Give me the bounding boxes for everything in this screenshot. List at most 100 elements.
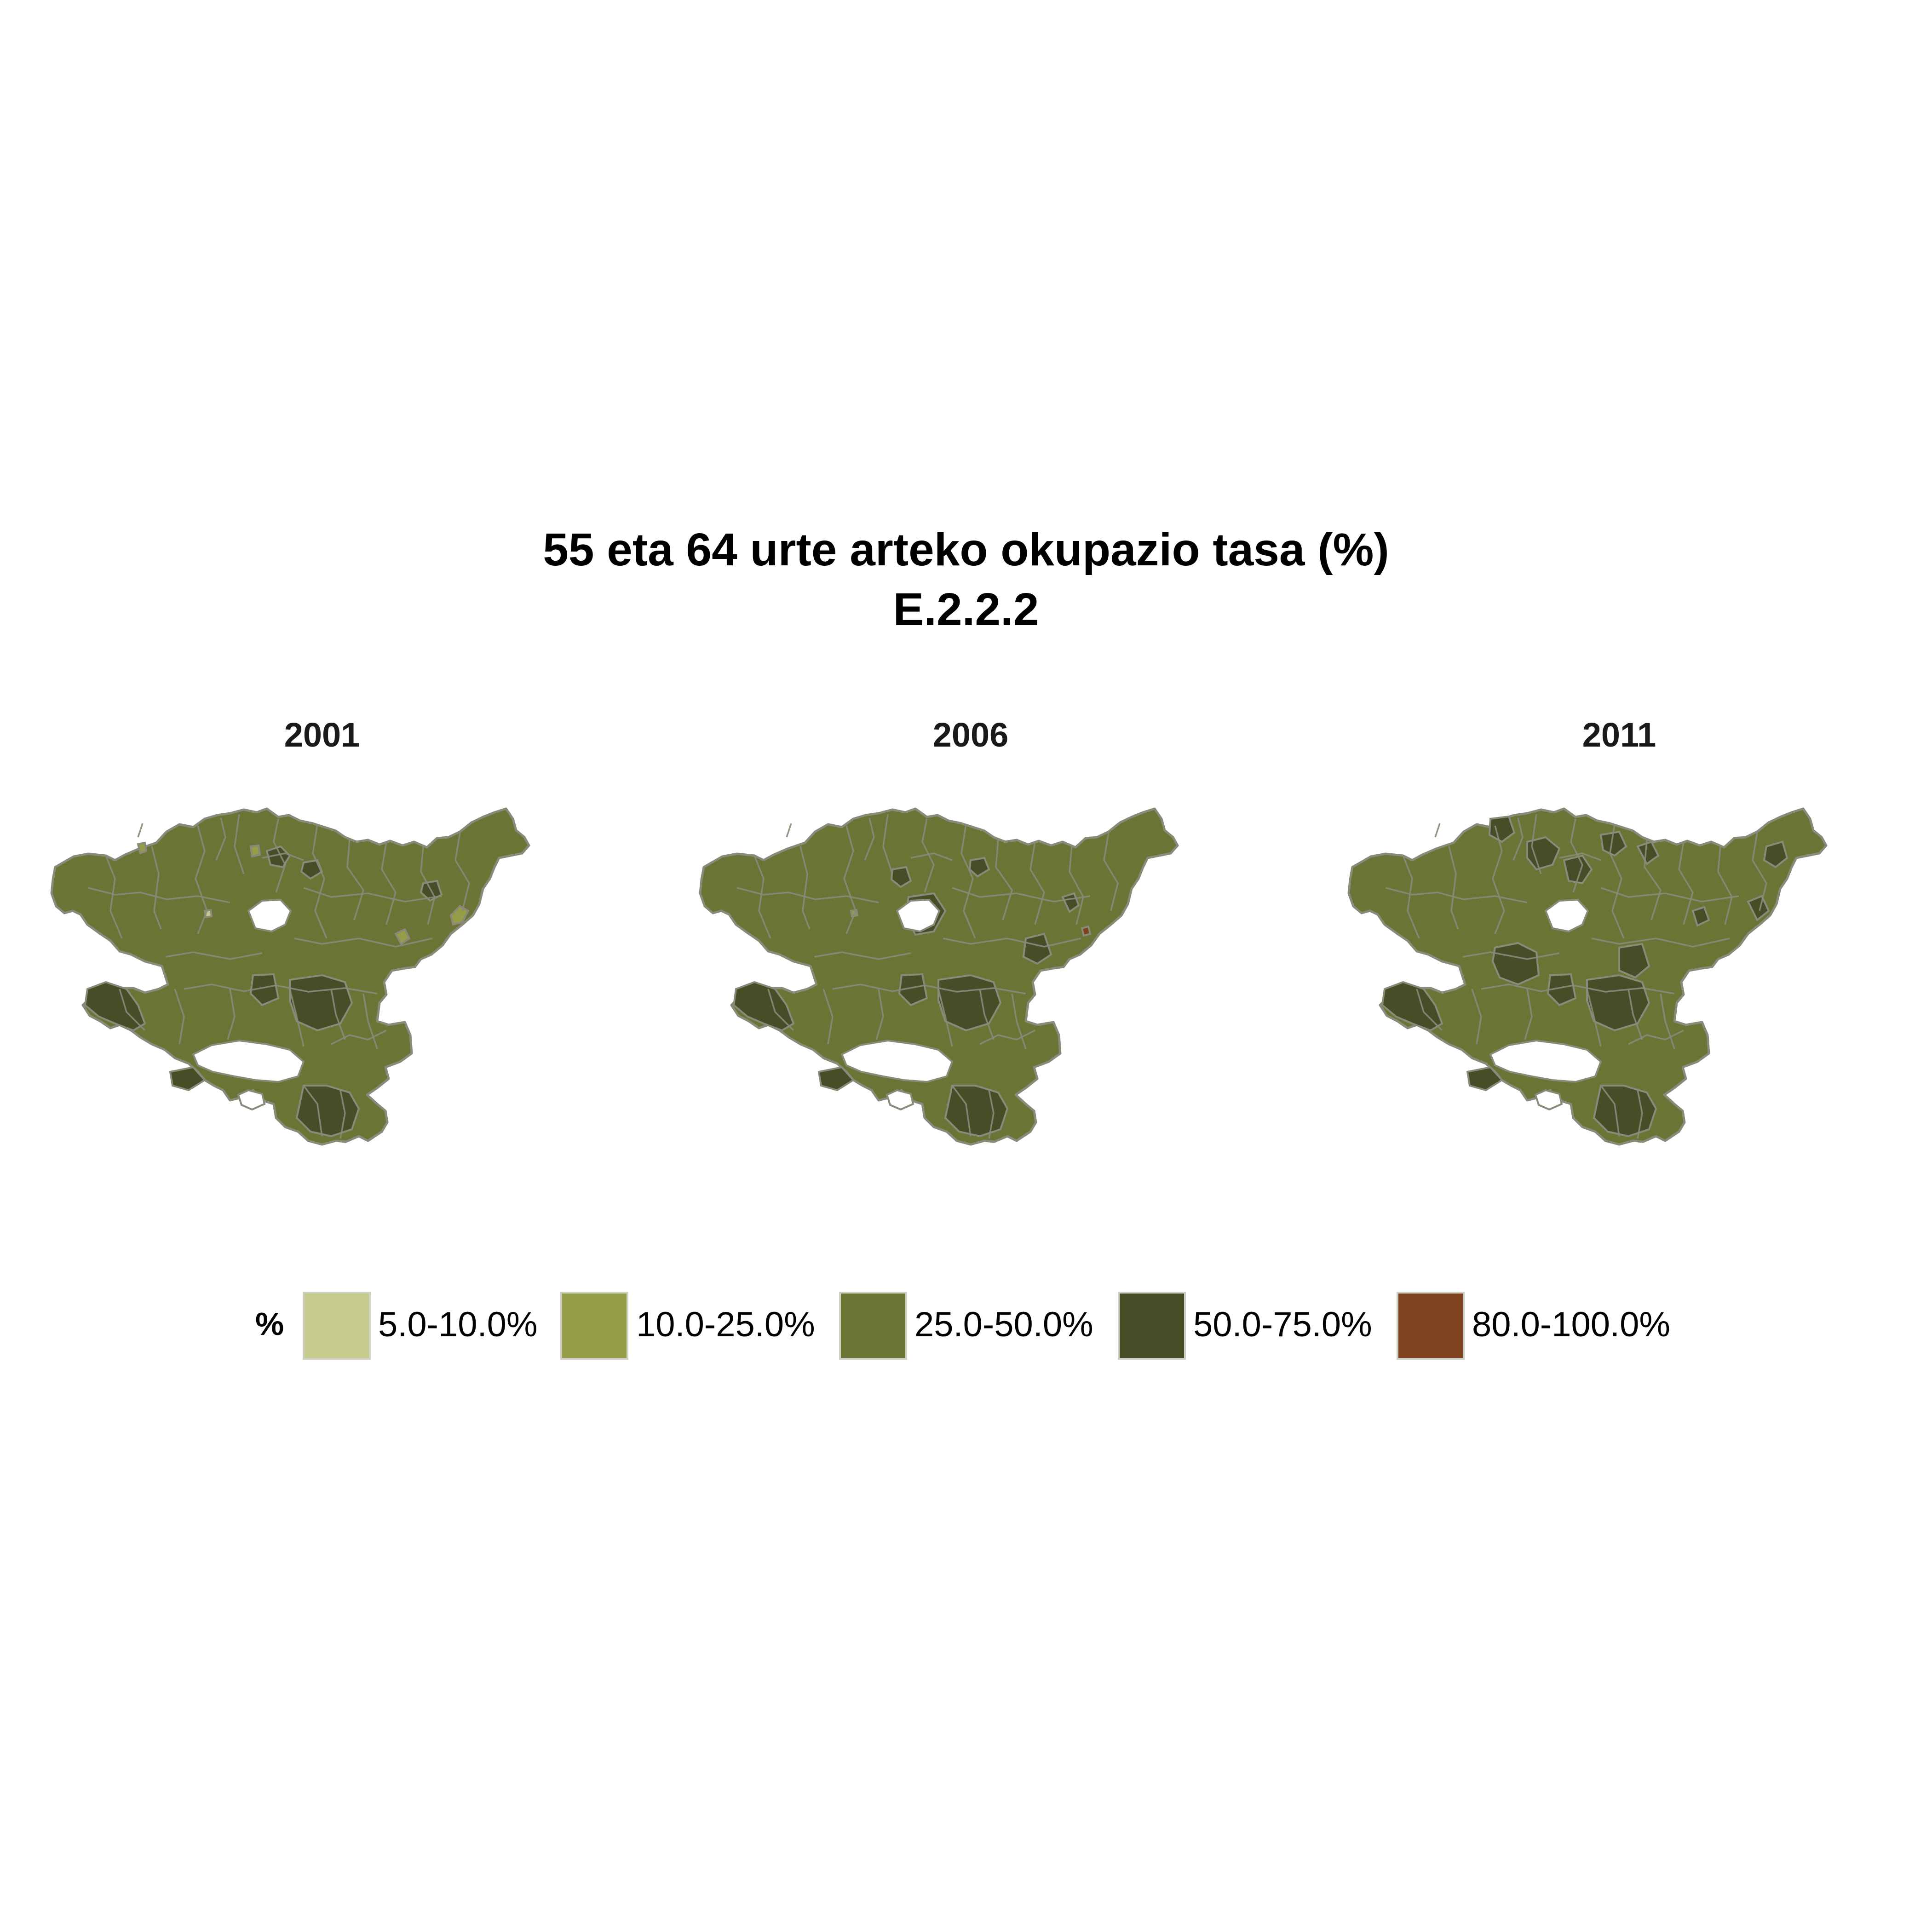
municipal-boundary [1717, 846, 1733, 925]
region-outline [1347, 807, 1828, 1146]
municipal-boundary [88, 887, 230, 903]
municipal-boundary [289, 989, 305, 1047]
municipal-boundary [119, 989, 146, 1031]
municipal-boundary [736, 887, 879, 903]
municipal-boundary [1069, 846, 1084, 925]
map-panel-2011 [1347, 807, 1828, 1146]
municipality-accent [1081, 925, 1092, 937]
municipal-boundary [995, 839, 1013, 920]
municipal-boundary [454, 832, 470, 911]
municipal-boundary [1524, 989, 1533, 1040]
map-geometry [1347, 807, 1828, 1146]
municipal-boundary [339, 1090, 346, 1139]
map-gap [840, 1039, 954, 1083]
municipal-boundary [799, 846, 811, 930]
municipality-dark [1022, 932, 1052, 965]
municipal-boundary [1591, 937, 1730, 948]
map-gap [1534, 1089, 1563, 1111]
municipal-boundary [952, 887, 1091, 903]
map-gap [896, 898, 941, 933]
municipal-boundary [814, 951, 911, 960]
municipal-boundary [1029, 841, 1045, 925]
municipal-boundary [1678, 841, 1694, 925]
legend-key-25-50 [839, 1292, 907, 1360]
municipal-boundary [1570, 818, 1583, 893]
municipal-boundary [381, 841, 397, 925]
municipality-dark [1526, 836, 1561, 871]
municipal-boundary [786, 823, 792, 838]
municipal-boundary [1627, 989, 1643, 1040]
region-outline [50, 807, 530, 1146]
legend-label-50-75: 50.0-75.0% [1193, 1305, 1372, 1344]
municipal-boundary [1385, 887, 1528, 903]
map-gap [237, 1089, 266, 1111]
municipal-boundary [1434, 823, 1441, 838]
municipality-dark [84, 981, 146, 1032]
municipal-boundary [910, 852, 953, 861]
municipal-boundary [937, 989, 953, 1047]
map-panel-2001 [50, 807, 530, 1146]
region-outline [699, 807, 1179, 1146]
municipality-light [449, 905, 470, 926]
panel-label-2006: 2006 [932, 716, 1009, 754]
municipal-boundary [1559, 852, 1601, 861]
municipal-boundary [303, 887, 442, 903]
legend-key-80-100 [1397, 1292, 1465, 1360]
municipal-boundary [1011, 993, 1027, 1049]
legend-key-50-75 [1118, 1292, 1186, 1360]
municipality-dark [1491, 942, 1540, 986]
municipality-dark [1763, 840, 1788, 868]
map-panel-2006 [699, 807, 1179, 1146]
municipal-boundary [330, 989, 346, 1040]
municipal-boundary [875, 989, 884, 1040]
municipality-dark [968, 857, 990, 878]
municipal-boundary [882, 814, 893, 874]
municipality-dark [1618, 943, 1650, 979]
municipal-boundary [1660, 993, 1675, 1049]
municipal-boundary [1416, 989, 1443, 1031]
municipal-boundary [331, 1029, 387, 1045]
municipality-light [249, 844, 261, 858]
panel-label-2001: 2001 [284, 716, 360, 754]
municipality-dark [817, 1066, 855, 1092]
municipal-boundary [137, 823, 144, 838]
municipal-boundary [105, 855, 123, 939]
municipality-dark [1563, 854, 1593, 885]
municipal-boundary [1609, 824, 1625, 939]
municipality-light [137, 841, 148, 855]
legend-label-5-10: 5.0-10.0% [378, 1305, 538, 1344]
municipal-boundary [312, 824, 328, 939]
map-gap [192, 1039, 305, 1083]
municipality-dark [1691, 906, 1710, 927]
map-geometry [50, 807, 530, 1146]
municipality-dark [1466, 1066, 1504, 1092]
municipal-boundary [346, 839, 364, 920]
municipal-boundary [151, 846, 162, 930]
panel-label-2011: 2011 [1582, 716, 1656, 754]
municipal-boundary [1752, 832, 1767, 911]
municipality-dark [890, 866, 912, 888]
municipal-boundary [921, 818, 935, 893]
municipal-boundary [227, 989, 236, 1040]
municipality-dark [1599, 830, 1627, 857]
municipal-boundary [184, 983, 378, 995]
municipal-boundary [1462, 951, 1560, 960]
legend-label-80-100: 80.0-100.0% [1472, 1305, 1670, 1344]
municipal-boundary [1512, 817, 1524, 861]
municipal-boundary [979, 1029, 1035, 1045]
municipal-boundary [174, 989, 185, 1045]
municipal-boundary [1644, 839, 1662, 920]
municipal-boundary [832, 983, 1026, 995]
municipality-dark [1381, 981, 1443, 1032]
municipal-boundary [165, 951, 263, 960]
chart-title: 55 eta 64 urte arteko okupazio tasa (%) [543, 524, 1389, 575]
municipal-boundary [1628, 1029, 1684, 1045]
municipal-boundary [943, 937, 1081, 948]
municipal-boundary [273, 818, 286, 893]
municipal-boundary [1637, 1090, 1643, 1139]
municipality-dark [732, 981, 795, 1032]
map-geometry [699, 807, 1179, 1146]
municipal-boundary [822, 989, 834, 1045]
municipal-boundary [1492, 825, 1505, 934]
municipal-boundary [362, 993, 378, 1049]
